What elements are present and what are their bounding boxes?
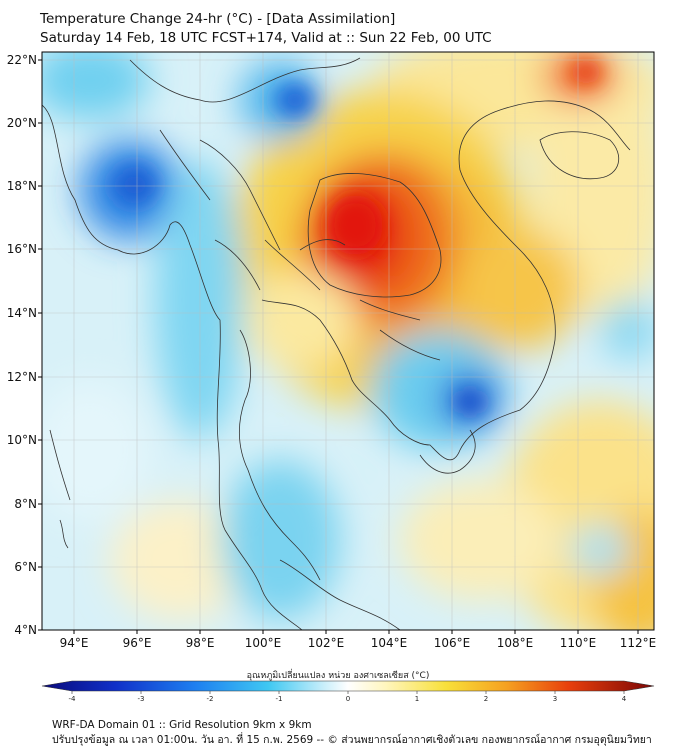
lon-label: 102°E xyxy=(308,636,345,650)
title-line-2: Saturday 14 Feb, 18 UTC FCST+174, Valid … xyxy=(40,30,492,46)
lon-label: 110°E xyxy=(560,636,597,650)
lon-label: 100°E xyxy=(245,636,282,650)
lat-label: 4°N xyxy=(14,623,37,637)
colorbar: -4 -3 -2 -1 0 1 2 3 4 xyxy=(41,680,655,703)
longitude-labels: 94°E 96°E 98°E 100°E 102°E 104°E 106°E 1… xyxy=(60,636,657,650)
coastlines-and-borders xyxy=(42,57,631,630)
lat-label: 6°N xyxy=(14,560,37,574)
lon-label: 104°E xyxy=(371,636,408,650)
colorbar-title: อุณหภูมิเปลี่ยนแปลง หน่วย องศาเซลเซียส (… xyxy=(246,671,430,681)
lon-label: 108°E xyxy=(497,636,534,650)
lon-label: 96°E xyxy=(123,636,152,650)
footer-line-1: WRF-DA Domain 01 :: Grid Resolution 9km … xyxy=(52,719,312,731)
footer: WRF-DA Domain 01 :: Grid Resolution 9km … xyxy=(52,718,652,748)
colorbar-tick: 4 xyxy=(622,695,627,703)
graticule xyxy=(42,52,654,630)
lon-label: 112°E xyxy=(620,636,657,650)
title-line-1: Temperature Change 24-hr (°C) - [Data As… xyxy=(40,11,396,27)
lat-label: 18°N xyxy=(7,179,37,193)
colorbar-tick: -4 xyxy=(69,695,77,703)
lat-label: 12°N xyxy=(7,370,37,384)
colorbar-tick: 1 xyxy=(415,695,419,703)
colorbar-tick: -2 xyxy=(207,695,214,703)
colorbar-tick: 3 xyxy=(553,695,557,703)
lat-label: 10°N xyxy=(7,433,37,447)
lat-label: 14°N xyxy=(7,306,37,320)
map-frame xyxy=(41,51,655,631)
latitude-labels: 22°N 20°N 18°N 16°N 14°N 12°N 10°N 8°N 6… xyxy=(7,53,37,637)
colorbar-tick: -1 xyxy=(276,695,283,703)
lat-label: 16°N xyxy=(7,242,37,256)
colorbar-tick: 0 xyxy=(346,695,350,703)
lon-label: 94°E xyxy=(60,636,89,650)
lat-label: 8°N xyxy=(14,497,37,511)
colorbar-tick: -3 xyxy=(138,695,145,703)
colorbar-tick: 2 xyxy=(484,695,488,703)
lon-label: 98°E xyxy=(186,636,215,650)
lat-label: 20°N xyxy=(7,116,37,130)
figure-title: Temperature Change 24-hr (°C) - [Data As… xyxy=(40,10,492,48)
footer-line-2: ปรับปรุงข้อมูล ณ เวลา 01:00น. วัน อา. ที… xyxy=(52,734,652,746)
lat-label: 22°N xyxy=(7,53,37,67)
lon-label: 106°E xyxy=(434,636,471,650)
